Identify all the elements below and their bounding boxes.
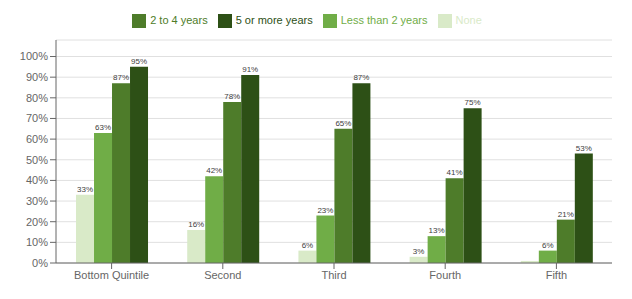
html-text:None: None: [455, 14, 482, 26]
svg-text:Second: Second: [204, 269, 241, 281]
svg-text:Fourth: Fourth: [429, 269, 461, 281]
svg-text:53%: 53%: [576, 144, 592, 153]
svg-text:Third: Third: [321, 269, 346, 281]
svg-text:63%: 63%: [95, 123, 111, 132]
svg-text:40%: 40%: [26, 174, 48, 186]
svg-text:21%: 21%: [558, 210, 574, 219]
svg-text:60%: 60%: [26, 133, 48, 145]
svg-text:87%: 87%: [113, 73, 129, 82]
svg-text:90%: 90%: [26, 71, 48, 83]
svg-text:65%: 65%: [335, 119, 351, 128]
html-text:Less than 2 years: Less than 2 years: [340, 14, 428, 26]
svg-text:6%: 6%: [542, 241, 554, 250]
svg-text:100%: 100%: [20, 50, 48, 62]
svg-text:41%: 41%: [447, 168, 463, 177]
svg-text:91%: 91%: [242, 65, 258, 74]
svg-text:50%: 50%: [26, 154, 48, 166]
svg-text:70%: 70%: [26, 112, 48, 124]
svg-text:16%: 16%: [188, 220, 204, 229]
svg-text:30%: 30%: [26, 195, 48, 207]
svg-text:10%: 10%: [26, 236, 48, 248]
svg-text:3%: 3%: [413, 247, 425, 256]
svg-text:13%: 13%: [429, 226, 445, 235]
html-text:2 to 4 years: 2 to 4 years: [150, 14, 208, 26]
svg-text:80%: 80%: [26, 92, 48, 104]
svg-text:20%: 20%: [26, 216, 48, 228]
svg-text:75%: 75%: [465, 98, 481, 107]
svg-text:42%: 42%: [206, 166, 222, 175]
svg-text:78%: 78%: [224, 92, 240, 101]
svg-text:87%: 87%: [353, 73, 369, 82]
svg-text:Fifth: Fifth: [546, 269, 567, 281]
svg-text:Bottom Quintile: Bottom Quintile: [74, 269, 149, 281]
svg-text:95%: 95%: [131, 57, 147, 66]
svg-text:33%: 33%: [77, 185, 93, 194]
html-text:5 or more years: 5 or more years: [235, 14, 313, 26]
svg-text:0%: 0%: [32, 257, 48, 269]
svg-text:23%: 23%: [317, 206, 333, 215]
svg-text:6%: 6%: [302, 241, 314, 250]
